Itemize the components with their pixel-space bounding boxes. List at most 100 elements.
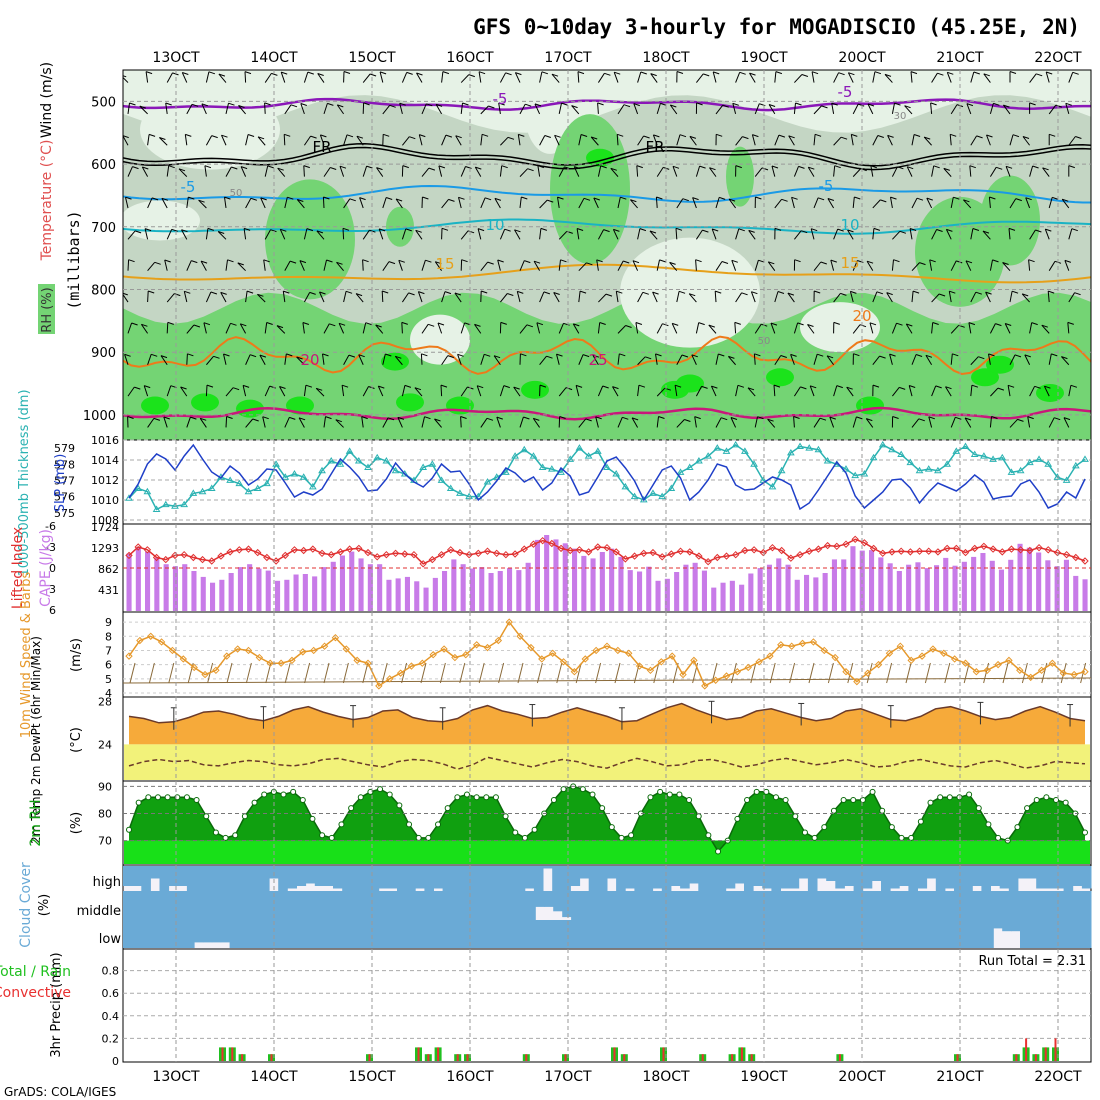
wind10-series-point xyxy=(136,636,144,645)
wind-barb-flag xyxy=(935,385,942,389)
wind-barb-flag xyxy=(486,417,494,421)
cape-bar xyxy=(711,587,717,611)
wind-barb-flag xyxy=(773,384,781,388)
cloud-low-bar xyxy=(1028,920,1039,948)
wind-barb-flag xyxy=(200,417,207,421)
wind-barb-flag xyxy=(817,197,825,201)
wind-barb xyxy=(147,354,152,365)
cloud-high-bar xyxy=(807,866,818,891)
cape-bar xyxy=(906,564,912,611)
wind-barb-flag xyxy=(985,291,992,295)
wind-barb xyxy=(558,231,568,240)
cape-bar xyxy=(135,547,141,611)
wind-barb xyxy=(709,167,717,177)
wind-barb xyxy=(186,324,195,334)
cloud-low-bar xyxy=(371,920,382,948)
cape-bar xyxy=(729,580,735,611)
lifted-index-series-point xyxy=(290,546,299,554)
wind-barb xyxy=(1007,385,1011,397)
wind10-barb xyxy=(633,662,640,684)
rh2m-series-point xyxy=(995,834,1002,841)
wind-barb-flag xyxy=(791,196,798,200)
cloud-low-bar xyxy=(851,920,861,948)
wind-barb xyxy=(378,228,384,240)
wind-barb-flag xyxy=(904,105,911,109)
cloud-low-bar xyxy=(256,920,266,948)
cape-bar xyxy=(599,552,605,611)
cape-bar xyxy=(1054,566,1060,611)
wind-barb-flag xyxy=(404,384,412,388)
wind-barb xyxy=(441,199,449,209)
wind-barb xyxy=(612,386,619,397)
wind-barb xyxy=(794,230,802,240)
wind-barb xyxy=(263,259,266,271)
rh-saturated-spot xyxy=(971,368,999,387)
wind-barb-flag xyxy=(649,230,657,234)
wind-barb-flag xyxy=(144,385,151,389)
wind-barb-flag xyxy=(741,292,748,296)
cloud-middle-bar xyxy=(382,891,393,920)
li-label: Lifted Index xyxy=(10,527,26,609)
wind10-units: (m/s) xyxy=(69,638,84,672)
wind-barb-flag xyxy=(211,135,218,139)
cloud-low-bar xyxy=(504,920,515,948)
isotherm-freezing xyxy=(123,143,1091,167)
wind-barb-flag xyxy=(1046,71,1053,75)
wind-barb xyxy=(735,72,741,83)
wind-barb-flag xyxy=(494,197,502,201)
lifted-index-series-point xyxy=(419,560,427,568)
cloud-level-middle: middle xyxy=(77,904,121,919)
wind-barb xyxy=(689,136,697,146)
wind-barb-flag xyxy=(496,416,503,420)
wind-barb xyxy=(499,165,503,177)
wind-barb-flag xyxy=(553,292,560,295)
wind10-series-point xyxy=(809,638,818,646)
wind-barb-flag xyxy=(721,261,729,264)
cloud-low-bar xyxy=(531,920,541,948)
thickness-series-point xyxy=(483,478,492,485)
wind10-series-point xyxy=(320,642,329,650)
wind-barb-flag xyxy=(639,228,647,232)
rh2m-tick: 70 xyxy=(98,835,112,848)
rh2m-series-point xyxy=(840,796,847,803)
wind-barb-flag xyxy=(591,136,598,140)
wind-barb xyxy=(264,385,271,397)
wind-barb-flag xyxy=(142,166,149,170)
wind-barb xyxy=(577,71,580,83)
thickness-series-point xyxy=(796,442,804,449)
wind-barb-flag xyxy=(1052,196,1059,200)
wind-barb xyxy=(494,198,501,209)
wind-barb-flag xyxy=(276,325,284,329)
cloud-middle-bar xyxy=(320,891,330,920)
wind-barb xyxy=(205,135,213,146)
cloud-low-bar xyxy=(602,920,612,948)
thickness-series-point xyxy=(842,465,850,472)
cloud-middle-bar xyxy=(580,891,590,920)
wind10-series-point xyxy=(266,659,274,667)
wind-barb-flag xyxy=(484,353,491,357)
wind10-series-point xyxy=(918,652,926,660)
wind-barb xyxy=(990,387,999,397)
wind-barb-flag xyxy=(583,197,591,201)
cape-bar xyxy=(256,568,262,611)
cloud-low-bar xyxy=(513,920,524,948)
wind-barb xyxy=(205,291,212,303)
wind-barb xyxy=(615,291,619,303)
cloud-high-bar xyxy=(990,866,1001,886)
cloud-low-bar xyxy=(673,920,683,948)
wind-barb-flag xyxy=(539,384,547,388)
cloud-middle-bar xyxy=(607,891,617,920)
thickness-series-point xyxy=(1025,458,1034,466)
cloud-middle-bar xyxy=(741,891,751,920)
wind-barb-flag xyxy=(408,292,415,296)
wind-barb-flag xyxy=(262,416,269,420)
wind-barb xyxy=(637,71,642,83)
wind-barb xyxy=(754,260,759,271)
wind-barb-flag xyxy=(363,102,370,106)
lifted-index-series-point xyxy=(796,550,804,559)
wind-barb xyxy=(147,418,155,428)
wind-barb xyxy=(931,165,935,177)
